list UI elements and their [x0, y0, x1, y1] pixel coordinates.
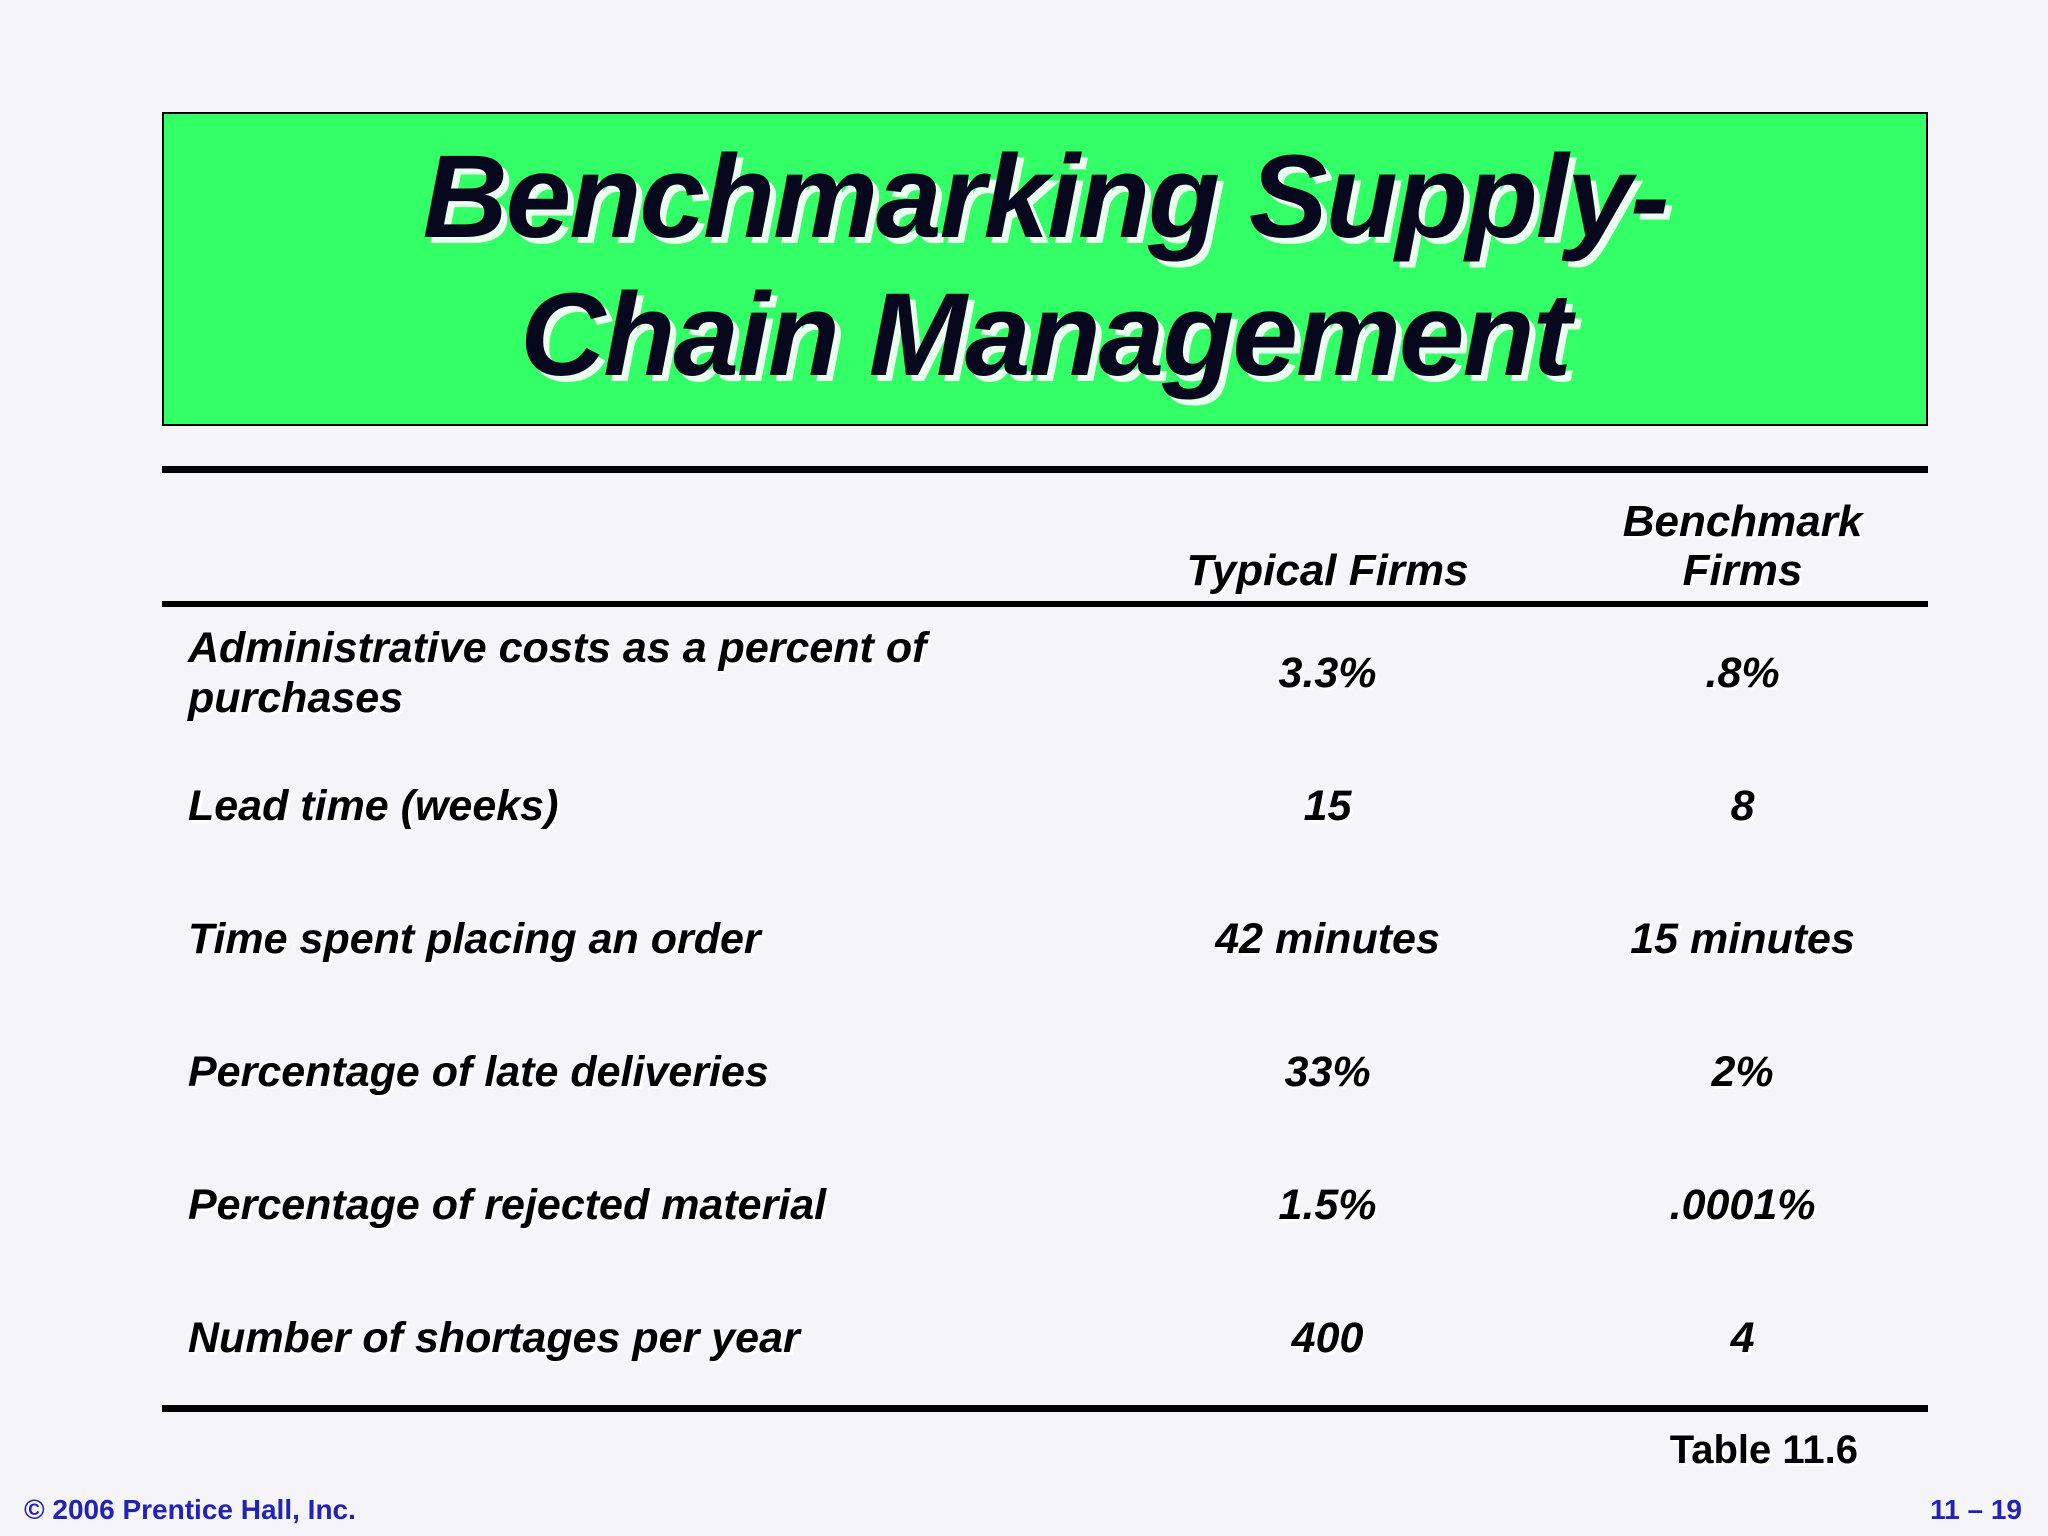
title-banner: Benchmarking Supply- Chain Management: [162, 112, 1928, 427]
column-header-typical-firms: Typical Firms: [1098, 545, 1557, 595]
table-top-rule: [162, 466, 1928, 473]
typical-value: 15: [1303, 782, 1352, 830]
row-label: Lead time (weeks): [188, 781, 559, 830]
slide-title-line-1: Benchmarking Supply-: [422, 131, 1669, 263]
row-label: Percentage of late deliveries: [188, 1047, 769, 1096]
slide-title-line-2: Chain Management: [520, 269, 1572, 402]
footer-page-number: 11 – 19: [1930, 1494, 2022, 1525]
column-header-typical-firms-label: Typical Firms: [1186, 545, 1469, 595]
row-label: Number of shortages per year: [188, 1313, 800, 1362]
typical-value: 400: [1291, 1314, 1364, 1362]
benchmark-value: 4: [1730, 1314, 1755, 1362]
benchmark-value: 15 minutes: [1630, 915, 1855, 963]
table-row: Percentage of rejected material 1.5% .00…: [162, 1139, 1928, 1272]
table-row: Percentage of late deliveries 33% 2%: [162, 1006, 1928, 1139]
table-row: Time spent placing an order 42 minutes 1…: [162, 873, 1928, 1006]
table-header-rule: [162, 601, 1928, 607]
footer-copyright: © 2006 Prentice Hall, Inc.: [24, 1494, 356, 1525]
table-bottom-rule: [162, 1405, 1928, 1412]
row-label: Percentage of rejected material: [188, 1180, 827, 1229]
benchmark-value: 2%: [1711, 1048, 1774, 1096]
benchmark-value: .8%: [1705, 649, 1780, 697]
table-row: Number of shortages per year 400 4: [162, 1272, 1928, 1405]
typical-value: 33%: [1284, 1048, 1371, 1096]
column-header-benchmark-firms: Benchmark Firms: [1557, 498, 1928, 595]
row-label: Administrative costs as a percent of pur…: [188, 624, 927, 722]
table-row: Lead time (weeks) 15 8: [162, 740, 1928, 873]
typical-value: 3.3%: [1278, 649, 1377, 697]
typical-value: 1.5%: [1278, 1181, 1377, 1229]
table-row: Administrative costs as a percent of pur…: [162, 607, 1928, 740]
table-caption: Table 11.6: [1669, 1428, 1858, 1472]
column-header-benchmark-firms-label: Benchmark Firms: [1622, 497, 1863, 595]
row-label: Time spent placing an order: [188, 914, 761, 963]
benchmark-value: .0001%: [1669, 1181, 1816, 1229]
benchmark-value: 8: [1730, 782, 1755, 830]
table-header-row: Typical Firms Benchmark Firms: [162, 473, 1928, 601]
benchmark-table: Typical Firms Benchmark Firms Administra…: [162, 466, 1928, 1412]
typical-value: 42 minutes: [1215, 915, 1440, 963]
